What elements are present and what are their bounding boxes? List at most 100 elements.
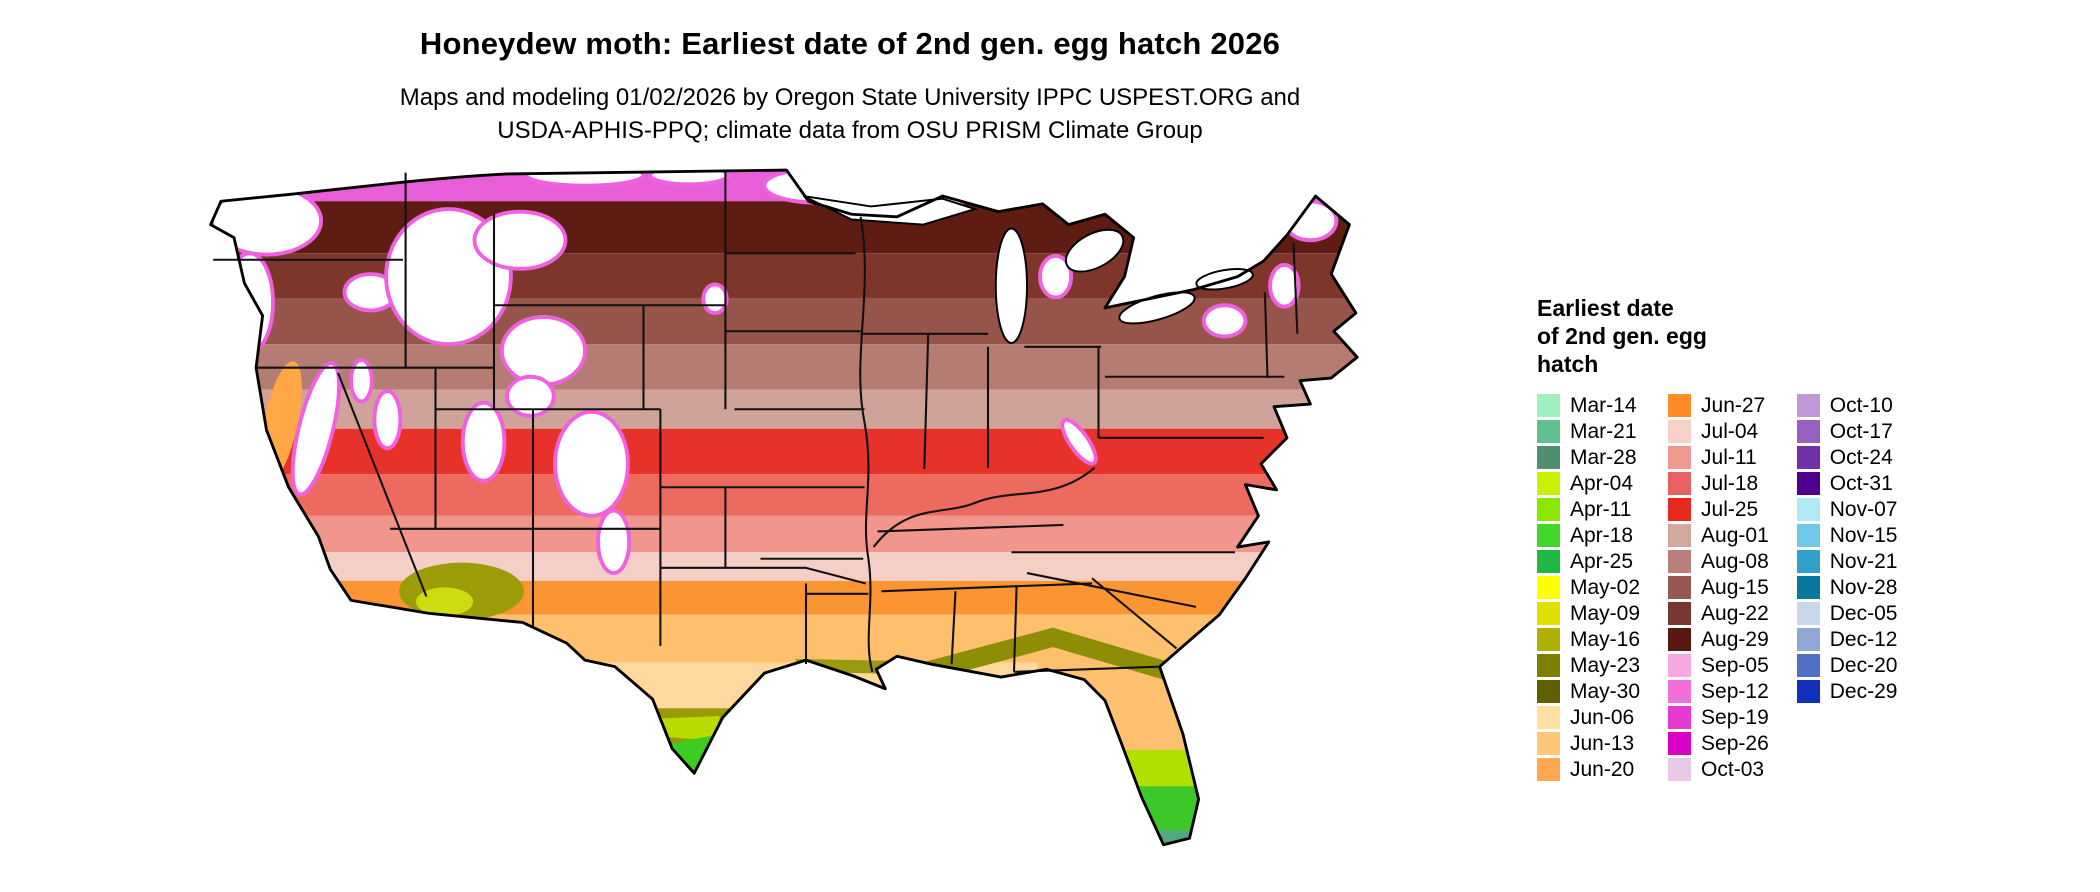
legend-label: Aug-15: [1701, 576, 1769, 600]
legend-swatch: [1537, 446, 1560, 470]
legend-item: May-16: [1537, 628, 1641, 652]
legend-label: Dec-05: [1829, 602, 1898, 626]
legend-swatch: [1668, 446, 1692, 470]
legend-label: May-16: [1570, 628, 1641, 652]
legend-label: Dec-12: [1829, 628, 1898, 652]
legend-item: Sep-19: [1668, 706, 1769, 730]
legend-label: Sep-12: [1701, 680, 1769, 704]
state-borders: [213, 170, 1299, 673]
legend-item: Nov-07: [1796, 498, 1898, 522]
legend-item: Mar-21: [1537, 420, 1640, 444]
legend-label: Apr-04: [1570, 472, 1634, 496]
legend-label: Jul-18: [1701, 472, 1759, 496]
legend-swatch: [1537, 732, 1560, 756]
legend-label: Sep-26: [1701, 732, 1769, 756]
lake-huron: [1064, 228, 1125, 273]
legend-swatch: [1668, 758, 1692, 782]
legend-item: Jun-20: [1537, 758, 1640, 782]
legend-item: Apr-11: [1537, 498, 1640, 522]
legend-swatch: [1537, 706, 1560, 730]
legend-label: Nov-15: [1829, 524, 1898, 548]
legend-item: Aug-08: [1668, 550, 1769, 574]
legend-label: Mar-28: [1570, 446, 1637, 470]
legend-swatch: [1796, 602, 1820, 626]
legend-swatch: [1796, 576, 1820, 600]
legend-item: Jul-18: [1668, 472, 1769, 496]
legend-item: May-02: [1537, 576, 1641, 600]
legend-swatch: [1796, 472, 1820, 496]
legend-item: Aug-01: [1668, 524, 1769, 548]
legend-title-line: of 2nd gen. egg: [1537, 323, 1707, 350]
legend-label: Oct-31: [1829, 472, 1893, 496]
legend-label: Apr-18: [1570, 524, 1634, 548]
legend-swatch: [1537, 524, 1560, 548]
legend-item: May-30: [1537, 680, 1641, 704]
legend-swatch: [1668, 394, 1692, 418]
legend-label: Dec-29: [1829, 680, 1898, 704]
legend-label: Oct-24: [1829, 446, 1893, 470]
legend-item: Dec-12: [1796, 628, 1898, 652]
legend-columns: Mar-14 Mar-21 Mar-28 Apr-04 Apr-11 Apr-18 Apr-…: [1537, 394, 2007, 782]
legend-item: Aug-22: [1668, 602, 1769, 626]
legend-swatch: [1668, 628, 1692, 652]
legend-swatch: [1537, 576, 1560, 600]
us-map: [209, 168, 1359, 847]
legend-swatch: [1537, 550, 1560, 574]
legend-item: Jun-13: [1537, 732, 1640, 756]
legend-item: Sep-05: [1668, 654, 1769, 678]
legend-item: Apr-25: [1537, 550, 1640, 574]
legend-swatch: [1668, 472, 1692, 496]
legend-label: May-30: [1570, 680, 1641, 704]
hatch-date-raster: [210, 170, 1358, 845]
legend-label: Sep-19: [1701, 706, 1769, 730]
legend-label: Apr-25: [1570, 550, 1634, 574]
legend-swatch: [1668, 498, 1692, 522]
legend-label: Aug-08: [1701, 550, 1769, 574]
legend-item: Oct-10: [1796, 394, 1898, 418]
legend-swatch: [1537, 654, 1560, 678]
legend-label: Oct-10: [1829, 394, 1893, 418]
legend-swatch: [1796, 550, 1820, 574]
legend-item: Sep-26: [1668, 732, 1769, 756]
legend-label: Nov-07: [1829, 498, 1898, 522]
legend-label: Mar-21: [1570, 420, 1637, 444]
southeast-olive-band: [897, 627, 1168, 688]
legend-item: Dec-20: [1796, 654, 1898, 678]
legend-item: Jul-25: [1668, 498, 1769, 522]
legend-swatch: [1668, 680, 1692, 704]
south-texas-region: [656, 716, 721, 741]
legend-item: Jun-27: [1668, 394, 1769, 418]
legend-item: Nov-15: [1796, 524, 1898, 548]
legend-label: Jul-11: [1701, 446, 1757, 470]
legend-item: Dec-05: [1796, 602, 1898, 626]
legend-swatch: [1796, 394, 1820, 418]
legend-swatch: [1537, 628, 1560, 652]
legend-swatch: [1537, 420, 1560, 444]
legend-label: Jun-27: [1701, 394, 1766, 418]
us-outline: [209, 168, 1359, 847]
legend-item: Mar-28: [1537, 446, 1640, 470]
legend-label: Dec-20: [1829, 654, 1898, 678]
legend-swatch: [1796, 446, 1820, 470]
legend-swatch: [1668, 654, 1692, 678]
subtitle-line-1: Maps and modeling 01/02/2026 by Oregon S…: [399, 84, 1301, 111]
legend-swatch: [1668, 576, 1692, 600]
legend-label: Aug-01: [1701, 524, 1769, 548]
legend-swatch: [1537, 602, 1560, 626]
legend: Earliest date of 2nd gen. egg hatch Mar-…: [1537, 294, 2007, 782]
legend-item: Jul-04: [1668, 420, 1769, 444]
legend-swatch: [1668, 524, 1692, 548]
legend-column: Jun-27 Jul-04 Jul-11 Jul-18 Jul-25 Aug-01 Aug-…: [1668, 394, 1769, 782]
legend-item: Jun-06: [1537, 706, 1640, 730]
legend-swatch: [1537, 498, 1560, 522]
legend-item: Nov-21: [1796, 550, 1897, 574]
legend-item: Aug-29: [1668, 628, 1769, 652]
legend-item: Oct-17: [1796, 420, 1898, 444]
legend-label: May-02: [1570, 576, 1641, 600]
legend-item: May-23: [1537, 654, 1640, 678]
legend-label: Jul-25: [1701, 498, 1759, 522]
legend-swatch: [1796, 420, 1820, 444]
legend-item: Apr-04: [1537, 472, 1640, 496]
legend-swatch: [1796, 654, 1820, 678]
